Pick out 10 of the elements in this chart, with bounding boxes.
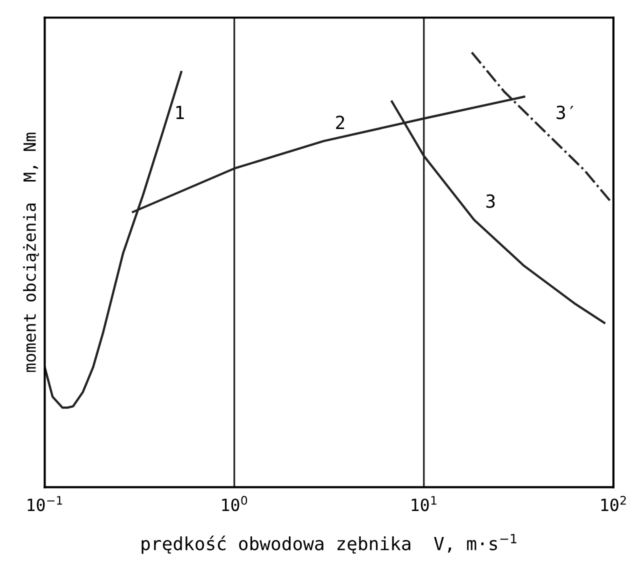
annotation: 3	[486, 194, 495, 208]
x-tick-label: 10$^{0}$	[222, 496, 248, 512]
x-tick-label: 10$^{−1}$	[28, 496, 62, 512]
x-axis-title: prędkość obwodowa zębnika V, m·s$^{−1}$	[142, 534, 516, 554]
annotation: 2	[336, 116, 344, 130]
annotation: 1	[176, 106, 184, 120]
y-axis-title: moment obciążenia M, Nm	[23, 132, 39, 372]
x-tick-label: 10$^{2}$	[601, 496, 626, 512]
annotation: 3′	[556, 106, 574, 120]
x-tick-label: 10$^{1}$	[412, 496, 436, 512]
